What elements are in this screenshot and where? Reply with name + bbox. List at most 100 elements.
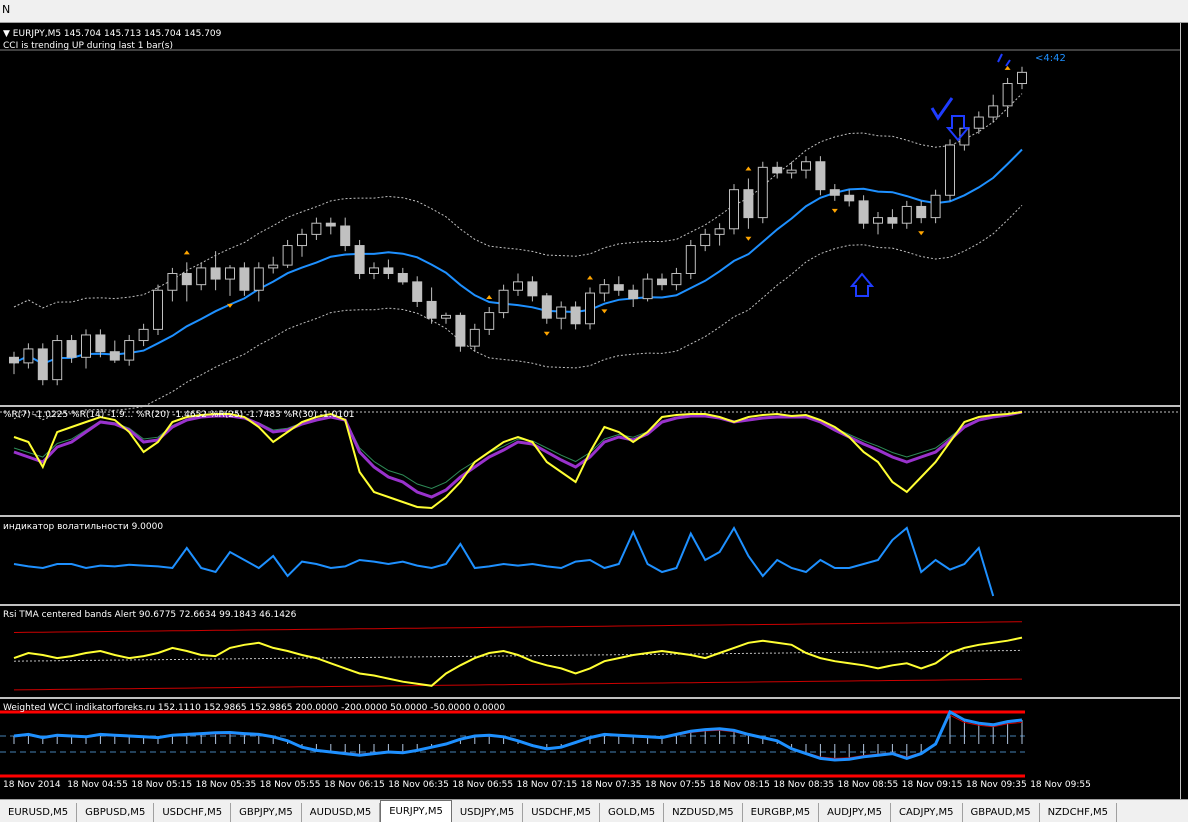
candle-body: [844, 194, 855, 202]
candle-body: [945, 144, 955, 196]
time-axis-label: 18 Nov 07:15: [516, 780, 578, 790]
candle-body: [253, 267, 264, 291]
candle-body: [455, 314, 466, 347]
symbol-tab[interactable]: GBPJPY,M5: [231, 803, 302, 822]
candle-body: [714, 228, 725, 235]
candle-body: [858, 200, 869, 224]
wcci-indicator-label: Weighted WCCI indikatorforeks.ru 152.111…: [3, 703, 506, 713]
candle-body: [397, 272, 408, 283]
symbol-tab[interactable]: USDJPY,M5: [452, 803, 524, 822]
candle-body: [66, 340, 77, 358]
candle-body: [527, 281, 538, 297]
upper-band-line: [13, 93, 1023, 309]
time-axis-label: 18 Nov 06:55: [452, 780, 514, 790]
symbol-tab[interactable]: AUDUSD,M5: [302, 803, 381, 822]
pane-separator[interactable]: [0, 697, 1188, 699]
time-axis-label: 18 Nov 09:35: [966, 780, 1027, 790]
signal-down-arrow-icon: [601, 309, 608, 314]
wpr-blue-line: [13, 411, 1023, 498]
signal-up-arrow-icon: [1004, 65, 1011, 70]
candle-body: [311, 222, 322, 235]
checkmark-icon: [930, 97, 954, 121]
symbol-tab[interactable]: EURJPY,M5: [380, 800, 452, 822]
candle-body: [297, 233, 307, 247]
signal-up-arrow-icon: [745, 166, 752, 171]
candle-body: [426, 300, 437, 319]
candle-body: [340, 225, 351, 247]
candle-body: [1002, 83, 1013, 107]
candle-body: [354, 245, 365, 274]
candle-body: [138, 328, 149, 342]
candle-body: [973, 116, 984, 129]
pane-separator[interactable]: [0, 604, 1188, 606]
symbol-tab[interactable]: USDCHF,M5: [523, 803, 601, 822]
symbol-tab-bar: EURUSD,M5 GBPUSD,M5 USDCHF,M5 GBPJPY,M5 AUDU…: [0, 799, 1188, 822]
symbol-tab[interactable]: NZDCHF,M5: [1040, 803, 1118, 822]
candle-body: [513, 281, 523, 291]
candle-body: [700, 233, 711, 247]
candle-body: [556, 306, 567, 319]
candle-body: [282, 245, 293, 266]
symbol-tab[interactable]: NZDUSD,M5: [664, 803, 743, 822]
symbol-tab[interactable]: EURUSD,M5: [0, 803, 78, 822]
time-axis-label: 18 Nov 08:55: [837, 780, 899, 790]
signal-down-arrow-icon: [543, 331, 550, 336]
symbol-tab[interactable]: GBPUSD,M5: [77, 803, 155, 822]
signal-up-arrow-icon: [587, 275, 593, 280]
symbol-tab[interactable]: AUDJPY,M5: [819, 803, 891, 822]
collapse-triangle-icon[interactable]: ▼: [3, 29, 13, 39]
candle-body: [743, 189, 754, 219]
lower-band-line: [13, 204, 1023, 421]
symbol-tab[interactable]: GOLD,M5: [600, 803, 665, 822]
candle-body: [801, 161, 811, 171]
symbol-tab[interactable]: EURGBP,M5: [743, 803, 820, 822]
time-axis-label: 18 Nov 07:55: [645, 780, 706, 790]
pane-separator[interactable]: [0, 405, 1188, 407]
candle-body: [225, 267, 235, 280]
symbol-tab[interactable]: GBPAUD,M5: [963, 803, 1040, 822]
candle-body: [685, 245, 696, 274]
main-pane-subheader: CCI is trending UP during last 1 bar(s): [3, 41, 173, 51]
signal-down-arrow-icon: [831, 208, 838, 213]
price-scale[interactable]: [1180, 23, 1188, 802]
candle-body: [124, 340, 135, 361]
symbol-tab[interactable]: CADJPY,M5: [891, 803, 963, 822]
moving-average-line: [13, 148, 1023, 365]
time-axis-label: 18 Nov 05:55: [259, 780, 321, 790]
buy-arrow-icon: [849, 272, 875, 297]
candle-body: [988, 105, 999, 118]
candle-body: [570, 306, 581, 325]
candle-body: [412, 281, 423, 302]
main-pane-header: ▼ EURJPY,M5 145.704 145.713 145.704 145.…: [3, 29, 222, 39]
symbol-tab[interactable]: USDCHF,M5: [154, 803, 232, 822]
candle-body: [729, 189, 739, 230]
window-corner-letter: N: [2, 3, 11, 16]
signal-down-arrow-icon: [918, 231, 925, 236]
candle-body: [829, 189, 840, 196]
candle-body: [196, 267, 207, 286]
candle-body: [441, 314, 451, 319]
candle-body: [916, 205, 927, 219]
signal-down-arrow-icon: [227, 303, 233, 308]
rsi-upper-band: [13, 621, 1023, 633]
candle-body: [239, 267, 250, 291]
candle-body: [613, 284, 624, 291]
candle-body: [901, 205, 912, 224]
wcci-line: [13, 709, 1023, 762]
candle-body: [757, 166, 768, 219]
time-axis-label: 18 Nov 08:15: [709, 780, 770, 790]
time-axis-label: 18 Nov 09:15: [901, 780, 963, 790]
wpr-main-line: [13, 411, 1023, 510]
time-axis-label: 18 Nov 09:55: [1030, 780, 1091, 790]
candle-body: [181, 272, 192, 286]
candle-body: [52, 340, 63, 381]
candle-body: [325, 222, 336, 227]
candle-body: [383, 267, 394, 274]
time-axis-label: 18 Nov 06:35: [388, 780, 449, 790]
pane-separator[interactable]: [0, 515, 1188, 517]
time-axis-label: 18 Nov 2014: [3, 780, 61, 790]
candle-body: [484, 312, 495, 330]
sell-arrow-icon: [945, 115, 971, 142]
candle-body: [657, 278, 667, 286]
